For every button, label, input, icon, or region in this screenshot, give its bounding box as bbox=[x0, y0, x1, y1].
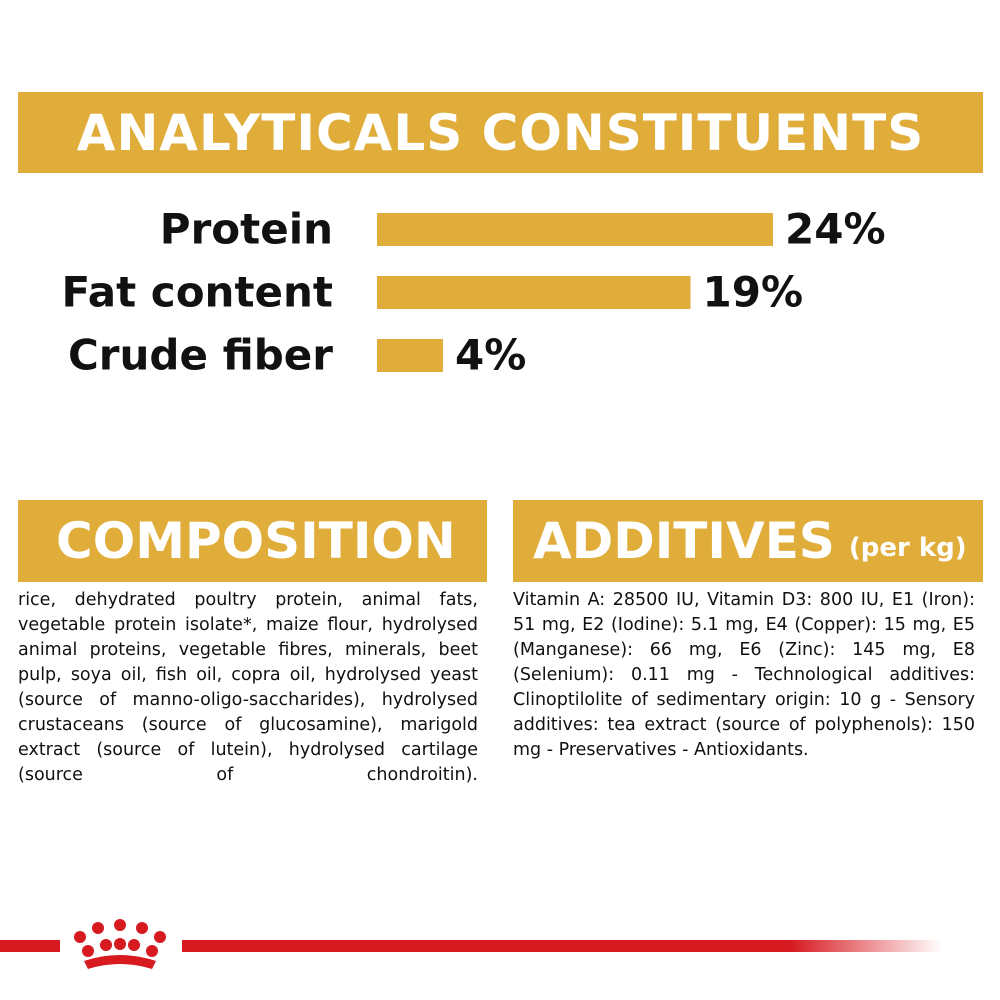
value-label: 4% bbox=[455, 331, 526, 380]
additives-text: Vitamin A: 28500 IU, Vitamin D3: 800 IU,… bbox=[513, 590, 975, 760]
category-label: Fat content bbox=[62, 268, 333, 317]
additives-subtitle: (per kg) bbox=[848, 533, 967, 563]
red-line bbox=[182, 940, 942, 952]
category-label: Crude fiber bbox=[68, 331, 333, 380]
value-label: 24% bbox=[785, 205, 886, 254]
composition-band: COMPOSITION bbox=[18, 500, 487, 582]
bar bbox=[377, 339, 443, 372]
composition-text: rice, dehydrated poultry protein, animal… bbox=[18, 590, 478, 785]
crown bbox=[74, 919, 166, 969]
title-band: ANALYTICALS CONSTITUENTS bbox=[18, 92, 983, 173]
additives-title: ADDITIVES bbox=[533, 512, 835, 570]
additives-band: ADDITIVES (per kg) bbox=[513, 500, 983, 582]
category-label: Protein bbox=[160, 205, 333, 254]
composition-title: COMPOSITION bbox=[56, 512, 456, 570]
value-label: 19% bbox=[703, 268, 804, 317]
red-line bbox=[0, 940, 60, 952]
bar bbox=[377, 276, 691, 309]
footer-logo bbox=[0, 919, 942, 969]
bar bbox=[377, 213, 773, 246]
chart-title: ANALYTICALS CONSTITUENTS bbox=[76, 103, 925, 162]
chart: Protein 24% Fat content 19% Crude fiber 4% bbox=[62, 205, 886, 380]
